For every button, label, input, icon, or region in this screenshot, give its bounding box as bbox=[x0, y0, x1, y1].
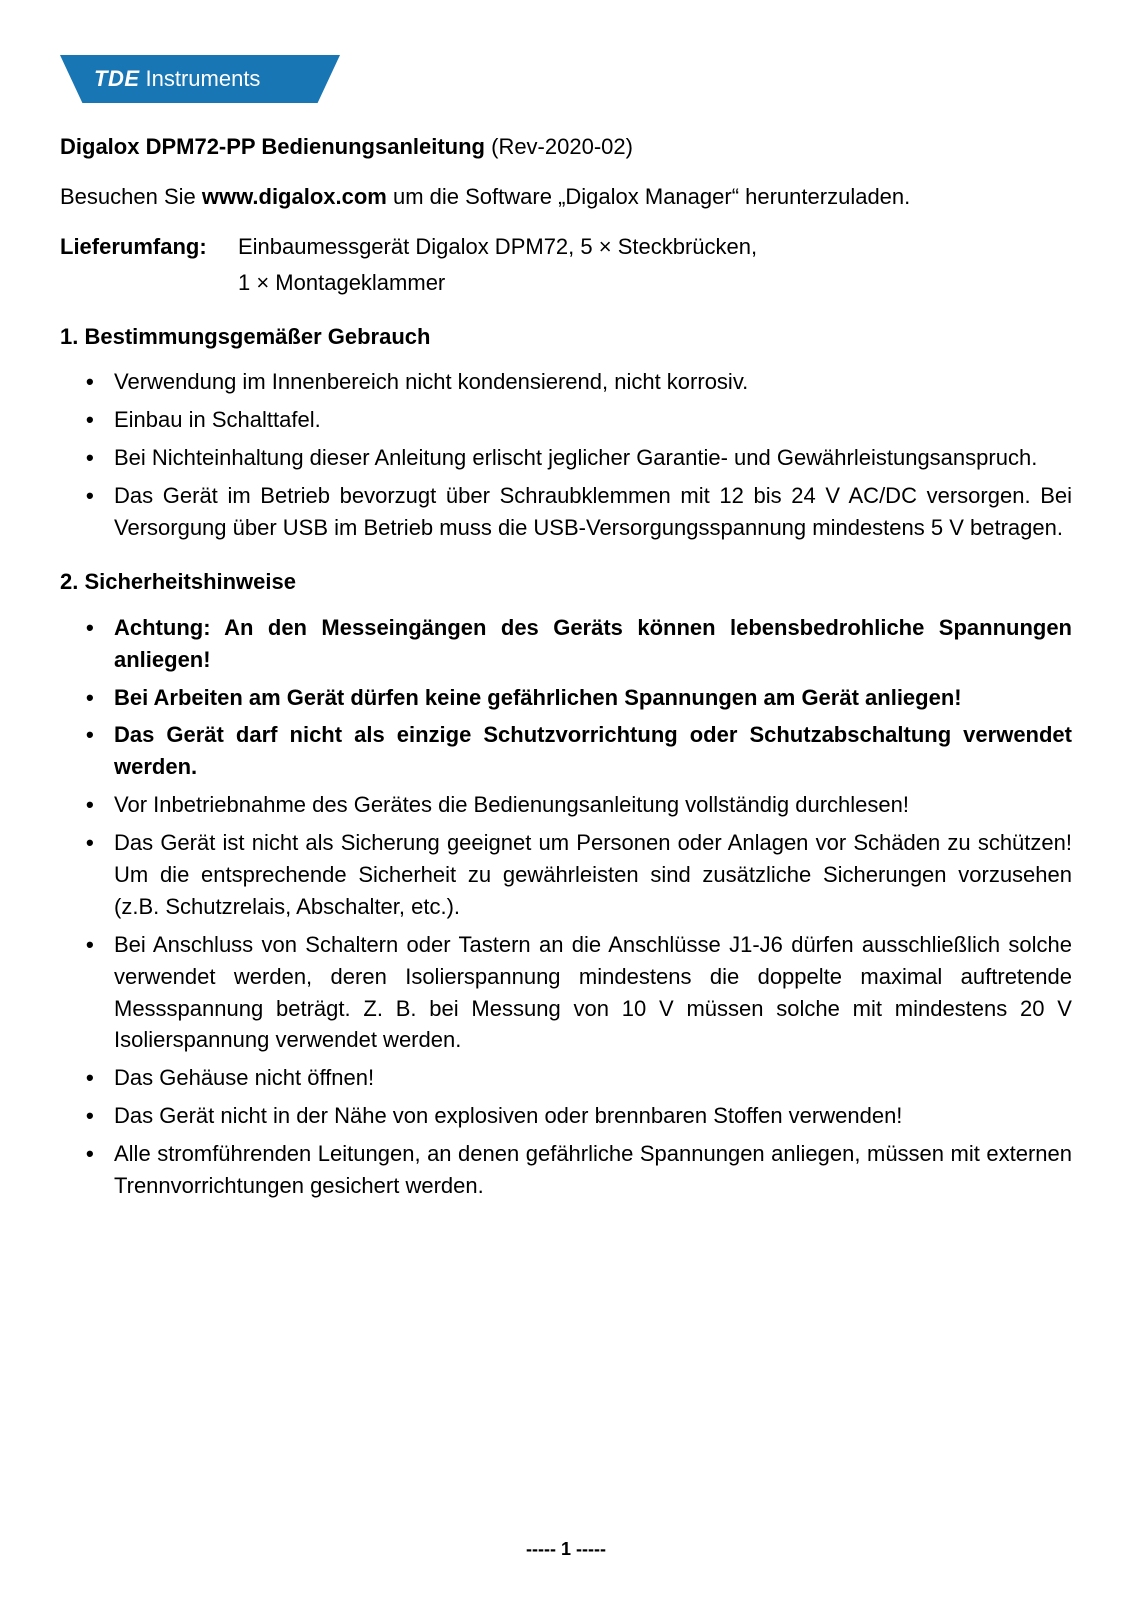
lieferumfang-row1: Lieferumfang: Einbaumessgerät Digalox DP… bbox=[60, 231, 1072, 263]
lieferumfang-label: Lieferumfang: bbox=[60, 231, 238, 263]
list-item: Das Gerät ist nicht als Sicherung geeign… bbox=[114, 827, 1072, 923]
intro-paragraph: Besuchen Sie www.digalox.com um die Soft… bbox=[60, 181, 1072, 213]
section2-head: 2. Sicherheitshinweise bbox=[60, 566, 1072, 598]
list-item: Das Gerät darf nicht als einzige Schutzv… bbox=[114, 719, 1072, 783]
list-item: Das Gerät nicht in der Nähe von explosiv… bbox=[114, 1100, 1072, 1132]
list-item: Alle stromführenden Leitungen, an denen … bbox=[114, 1138, 1072, 1202]
logo-brand-bold: TDE bbox=[94, 66, 140, 91]
intro-pre: Besuchen Sie bbox=[60, 184, 202, 209]
list-item: Achtung: An den Messeingängen des Geräts… bbox=[114, 612, 1072, 676]
lieferumfang-spacer bbox=[60, 267, 238, 299]
list-item: Das Gerät im Betrieb bevorzugt über Schr… bbox=[114, 480, 1072, 544]
list-item: Bei Arbeiten am Gerät dürfen keine gefäh… bbox=[114, 682, 1072, 714]
list-item: Bei Anschluss von Schaltern oder Tastern… bbox=[114, 929, 1072, 1057]
page-title: Digalox DPM72-PP Bedienungsanleitung (Re… bbox=[60, 131, 1072, 163]
section2-list: Achtung: An den Messeingängen des Geräts… bbox=[60, 612, 1072, 1202]
list-item: Bei Nichteinhaltung dieser Anleitung erl… bbox=[114, 442, 1072, 474]
brand-logo: TDEInstruments bbox=[60, 55, 340, 103]
list-item: Verwendung im Innenbereich nicht kondens… bbox=[114, 366, 1072, 398]
lieferumfang-line2: 1 × Montageklammer bbox=[238, 267, 1072, 299]
list-item: Einbau in Schalttafel. bbox=[114, 404, 1072, 436]
lieferumfang-label-text: Lieferumfang bbox=[60, 234, 199, 259]
page-footer: ----- 1 ----- bbox=[0, 1536, 1132, 1562]
lieferumfang-line1: Einbaumessgerät Digalox DPM72, 5 × Steck… bbox=[238, 231, 1072, 263]
section1-head: 1. Bestimmungsgemäßer Gebrauch bbox=[60, 321, 1072, 353]
list-item: Vor Inbetriebnahme des Gerätes die Bedie… bbox=[114, 789, 1072, 821]
title-rev: (Rev-2020-02) bbox=[485, 134, 633, 159]
lieferumfang-row2: 1 × Montageklammer bbox=[60, 267, 1072, 299]
title-bold: Digalox DPM72-PP Bedienungsanleitung bbox=[60, 134, 485, 159]
logo-brand-light: Instruments bbox=[146, 66, 261, 91]
logo-text: TDEInstruments bbox=[94, 63, 260, 95]
list-item: Das Gehäuse nicht öffnen! bbox=[114, 1062, 1072, 1094]
intro-link[interactable]: www.digalox.com bbox=[202, 184, 387, 209]
intro-post: um die Software „Digalox Manager“ herunt… bbox=[387, 184, 910, 209]
section1-list: Verwendung im Innenbereich nicht kondens… bbox=[60, 366, 1072, 543]
